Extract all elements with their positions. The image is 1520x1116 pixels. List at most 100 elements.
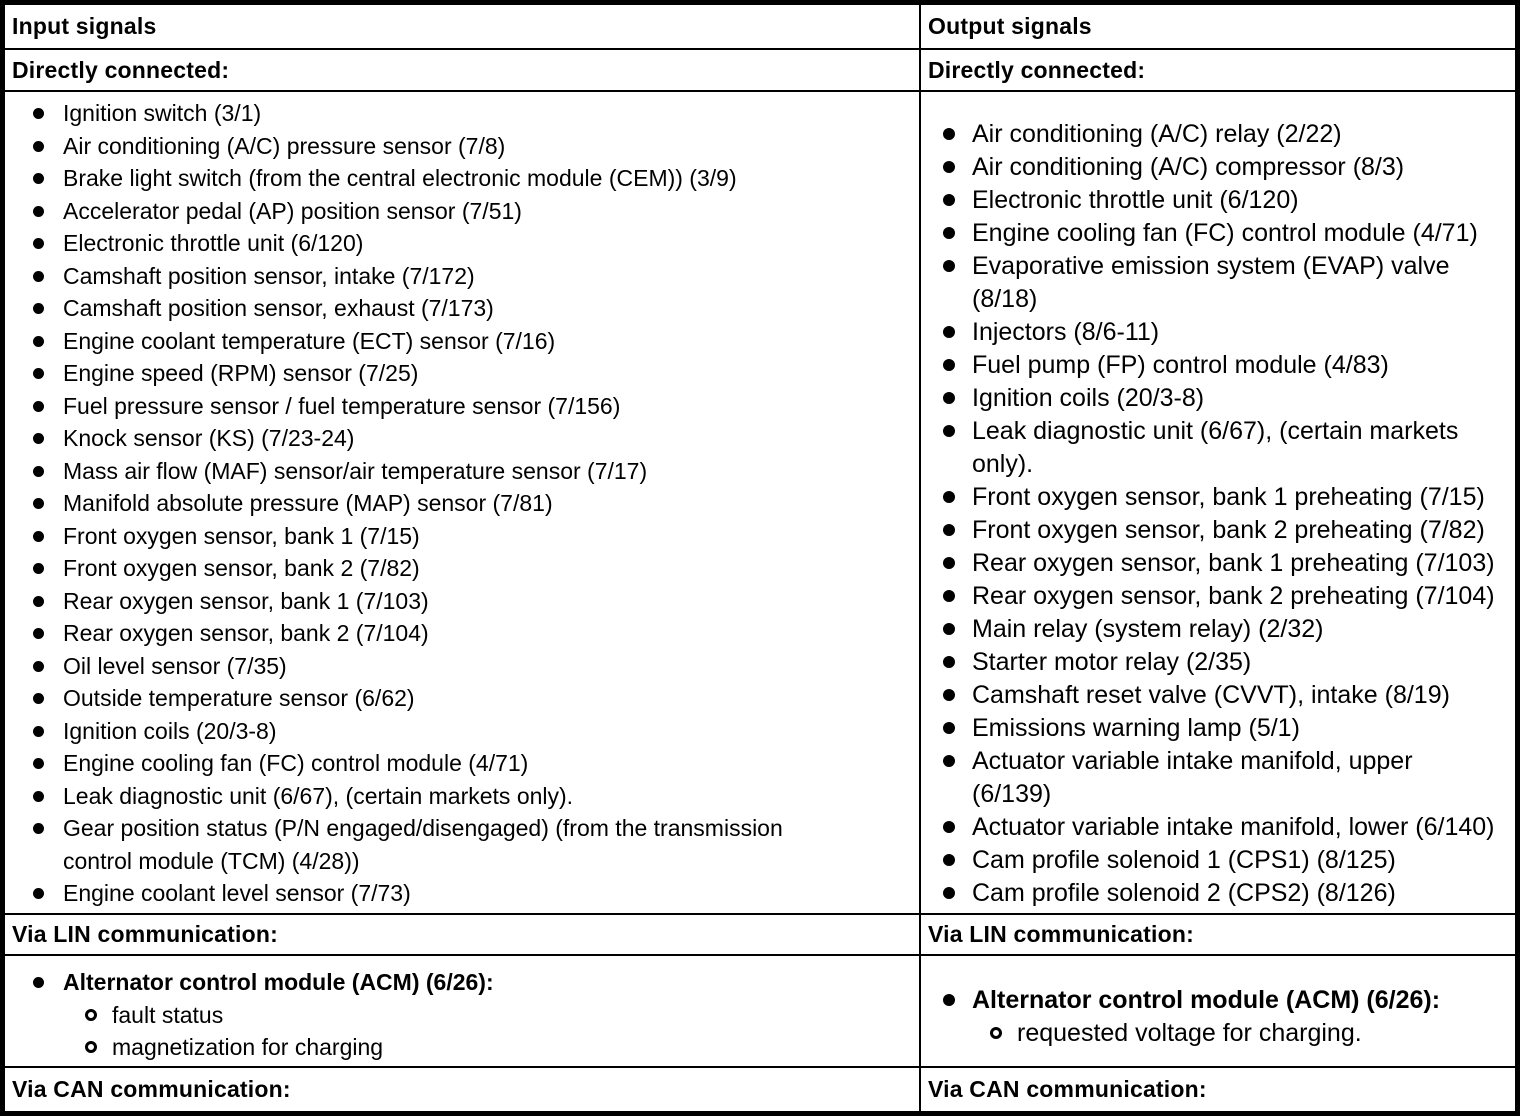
list-item-label: Front oxygen sensor, bank 2 preheating (… (972, 516, 1485, 544)
bullet-icon (943, 524, 955, 536)
list-item-label: Electronic throttle unit (6/120) (63, 230, 364, 256)
bullet-icon (33, 108, 44, 119)
list-item-label: Rear oxygen sensor, bank 2 (7/104) (63, 620, 429, 646)
list-item-label: Actuator variable intake manifold, upper… (972, 747, 1413, 808)
list-item-label: Ignition coils (20/3-8) (972, 384, 1205, 412)
bullet-icon (943, 722, 955, 734)
section-title-label: Via LIN communication: (928, 921, 1194, 947)
list-item-label: Air conditioning (A/C) pressure sensor (… (63, 132, 506, 159)
list-item: Fuel pump (FP) control module (4/83) (943, 349, 1515, 382)
bullet-icon (943, 994, 955, 1006)
list-item-label: Engine speed (RPM) sensor (7/25) (63, 360, 419, 386)
bullet-icon (943, 755, 955, 767)
list-item-label: Outside temperature sensor (6/62) (63, 685, 415, 711)
bullet-icon (33, 725, 44, 737)
bullet-icon (943, 260, 955, 272)
list-item-label: Fuel pressure sensor / fuel temperature … (63, 392, 621, 419)
list-item: Outside temperature sensor (6/62) (33, 682, 899, 715)
bullet-icon (33, 563, 44, 574)
sub-list-item-label: requested voltage for charging. (1017, 1019, 1362, 1047)
list-item: Rear oxygen sensor, bank 2 (7/104) (33, 617, 899, 650)
bullet-icon (33, 303, 44, 314)
input-signals-header-label: Input signals (12, 13, 157, 39)
bullet-icon (943, 161, 955, 173)
list-item: Front oxygen sensor, bank 1 preheating (… (943, 481, 1515, 514)
list-item-label: Mass air flow (MAF) sensor/air temperatu… (63, 457, 648, 484)
list-item-label: Air conditioning (A/C) relay (2/22) (972, 120, 1342, 148)
list-item-label: Accelerator pedal (AP) position sensor (… (63, 197, 522, 224)
list-item: Engine cooling fan (FC) control module (… (943, 217, 1515, 250)
bullet-icon (33, 977, 44, 988)
bullet-icon (943, 656, 955, 668)
list-item: Actuator variable intake manifold, upper… (943, 745, 1515, 811)
output-signals-header-label: Output signals (928, 13, 1092, 39)
list-item: Accelerator pedal (AP) position sensor (… (33, 195, 899, 228)
bullet-icon (33, 173, 44, 184)
list-item-label: Knock sensor (KS) (7/23-24) (63, 425, 355, 451)
list-item-label: Ignition switch (3/1) (63, 100, 262, 126)
list-item-label: Evaporative emission system (EVAP) valve… (972, 252, 1450, 313)
bullet-icon (33, 693, 44, 704)
list-item: Manifold absolute pressure (MAP) sensor … (33, 487, 899, 520)
section-title-label: Directly connected: (12, 56, 230, 83)
bullet-icon (943, 359, 955, 371)
bullet-icon (33, 465, 44, 477)
list-item-label: Engine cooling fan (FC) control module (… (972, 219, 1478, 247)
sub-list-item: fault status (33, 999, 899, 1032)
list-item-label: Engine cooling fan (FC) control module (… (63, 750, 529, 776)
list-item: Alternator control module (ACM) (6/26): (943, 984, 1515, 1017)
bullet-icon (943, 227, 955, 239)
bullet-icon (943, 491, 955, 503)
list-item: Camshaft position sensor, exhaust (7/173… (33, 292, 899, 325)
list-item: Cam profile solenoid 2 (CPS2) (8/126) (943, 877, 1515, 910)
list-item: Rear oxygen sensor, bank 1 (7/103) (33, 585, 899, 618)
list-item-label: Cam profile solenoid 1 (CPS1) (8/125) (972, 846, 1396, 874)
list-item: Ignition coils (20/3-8) (33, 715, 899, 748)
circle-bullet-icon (990, 1027, 1002, 1039)
list-item: Fuel pressure sensor / fuel temperature … (33, 390, 899, 423)
list-item: Camshaft position sensor, intake (7/172) (33, 260, 899, 293)
bullet-icon (33, 530, 44, 542)
list-item-label: Leak diagnostic unit (6/67), (certain ma… (972, 417, 1459, 478)
list-item: Rear oxygen sensor, bank 2 preheating (7… (943, 580, 1515, 613)
list-item: Evaporative emission system (EVAP) valve… (943, 250, 1515, 316)
list-item: Ignition switch (3/1) (33, 97, 899, 130)
section-title-label: Directly connected: (928, 56, 1146, 83)
list-item-label: Camshaft reset valve (CVVT), intake (8/1… (972, 681, 1450, 709)
list-item: Camshaft reset valve (CVVT), intake (8/1… (943, 679, 1515, 712)
sub-list-item: magnetization for charging (33, 1031, 899, 1064)
bullet-icon (943, 425, 955, 437)
bullet-icon (943, 194, 955, 206)
list-item-label: Rear oxygen sensor, bank 2 preheating (7… (972, 582, 1495, 610)
list-item-label: Ignition coils (20/3-8) (63, 717, 277, 744)
list-item: Leak diagnostic unit (6/67), (certain ma… (33, 780, 899, 813)
list-item-label: Starter motor relay (2/35) (972, 648, 1252, 676)
list-item-label: Oil level sensor (7/35) (63, 652, 287, 679)
list-item: Air conditioning (A/C) pressure sensor (… (33, 130, 899, 163)
bullet-icon (943, 128, 955, 140)
list-item: Rear oxygen sensor, bank 1 preheating (7… (943, 547, 1515, 580)
list-item-label: Rear oxygen sensor, bank 1 preheating (7… (972, 549, 1495, 577)
bullet-icon (943, 623, 955, 635)
list-item: Electronic throttle unit (6/120) (943, 184, 1515, 217)
bullet-icon (943, 854, 955, 866)
input-via-can-title: Via CAN communication: (5, 1068, 921, 1111)
bullet-icon (33, 270, 44, 282)
bullet-icon (33, 823, 44, 834)
list-item: Engine coolant level sensor (7/73) (33, 877, 899, 910)
list-item-label: Air conditioning (A/C) compressor (8/3) (972, 153, 1405, 181)
circle-bullet-icon (85, 1041, 97, 1053)
sub-list-item-label: magnetization for charging (112, 1034, 384, 1060)
list-item-label: Alternator control module (ACM) (6/26): (972, 986, 1441, 1014)
list-item-label: Camshaft position sensor, intake (7/172) (63, 262, 475, 289)
bullet-icon (943, 557, 955, 569)
bullet-icon (943, 887, 955, 899)
list-item: Mass air flow (MAF) sensor/air temperatu… (33, 455, 899, 488)
list-item-label: Actuator variable intake manifold, lower… (972, 813, 1495, 841)
list-item: Electronic throttle unit (6/120) (33, 227, 899, 260)
input-directly-connected-list: Ignition switch (3/1) Air conditioning (A… (5, 92, 921, 915)
bullet-icon (33, 888, 44, 899)
section-title-label: Via LIN communication: (12, 921, 278, 947)
bullet-icon (33, 628, 44, 639)
